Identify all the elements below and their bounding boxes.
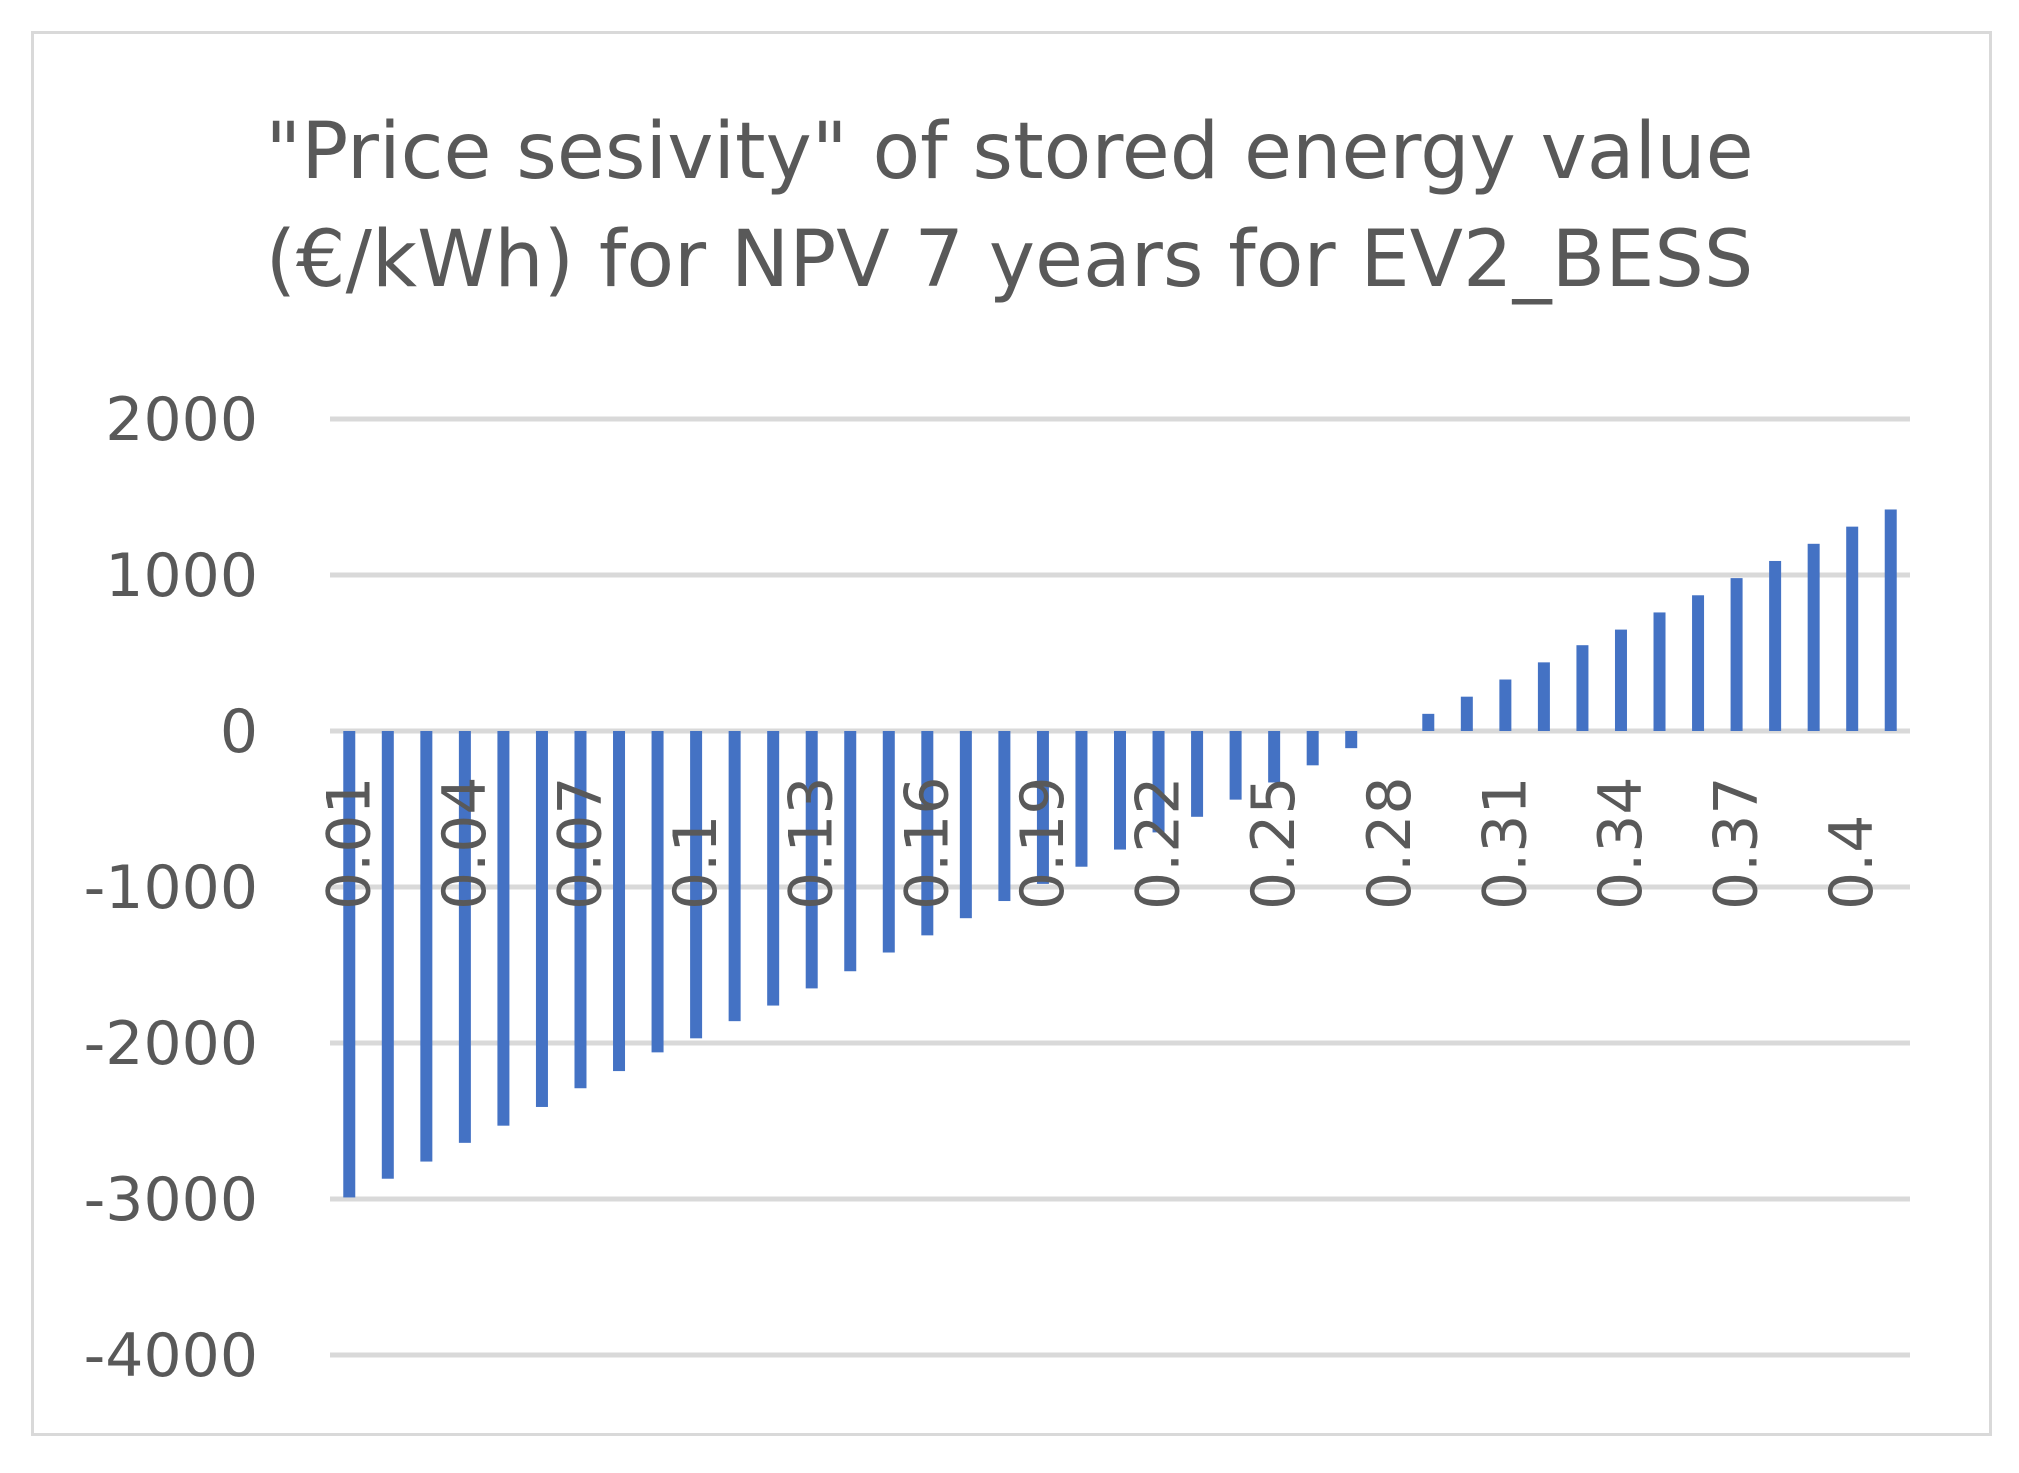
bar-0.27 [1345, 731, 1358, 749]
bar-0.2 [1075, 731, 1088, 867]
x-tick-label: 0.22 [1124, 776, 1194, 910]
bar-0.04 [458, 731, 471, 1143]
x-tick-label: 0.31 [1470, 776, 1540, 910]
bar-0.05 [497, 731, 510, 1126]
bar-0.32 [1537, 662, 1550, 731]
bar-0.03 [420, 731, 433, 1162]
bar-0.08 [613, 731, 626, 1072]
bar-0.29 [1422, 713, 1435, 731]
x-tick-label: 0.37 [1702, 776, 1772, 910]
x-tick-label: 0.4 [1817, 815, 1887, 910]
bar-0.21 [1114, 731, 1126, 850]
bar-0.24 [1229, 731, 1242, 800]
bar-0.14 [844, 731, 857, 972]
y-tick-label: -4000 [84, 1321, 258, 1391]
chart-title-line-2: (€/kWh) for NPV 7 years for EV2_BESS [265, 215, 1754, 305]
bar-0.12 [767, 731, 780, 1006]
bar-0.1 [690, 731, 703, 1039]
x-tick-label: 0.16 [892, 776, 962, 910]
bar-0.4 [1846, 526, 1859, 731]
bar-0.36 [1692, 595, 1705, 731]
bar-0.13 [805, 731, 818, 989]
y-tick-label: 0 [220, 697, 258, 767]
x-tick-label: 0.25 [1239, 776, 1309, 910]
bar-0.39 [1807, 543, 1820, 731]
y-axis: 2000 1000 0 -1000 -2000 -3000 -4000 [84, 385, 258, 1391]
bar-0.26 [1306, 731, 1319, 766]
bar-0.37 [1730, 578, 1743, 731]
y-tick-label: -2000 [84, 1009, 258, 1079]
x-tick-label: 0.07 [545, 776, 615, 910]
bar-0.01 [343, 731, 356, 1198]
bar-0.07 [574, 731, 587, 1089]
bar-0.31 [1499, 679, 1512, 731]
y-tick-label: -1000 [84, 853, 258, 923]
y-tick-label: -3000 [84, 1165, 258, 1235]
bar-0.25 [1268, 731, 1281, 783]
bar-0.17 [959, 731, 972, 919]
x-tick-label: 0.19 [1008, 776, 1078, 910]
y-tick-label: 2000 [105, 385, 258, 455]
bar-0.3 [1460, 696, 1473, 731]
bar-0.38 [1769, 560, 1782, 731]
bar-0.23 [1191, 731, 1204, 817]
bar-0.22 [1152, 731, 1165, 833]
x-tick-label: 0.1 [661, 815, 731, 910]
x-tick-label: 0.01 [314, 776, 384, 910]
y-tick-label: 1000 [105, 541, 258, 611]
chart-title: "Price sesivity" of stored energy value … [0, 98, 2019, 314]
bar-0.02 [381, 731, 394, 1179]
x-tick-label: 0.34 [1586, 776, 1656, 910]
x-tick-label: 0.13 [777, 776, 847, 910]
bar-0.34 [1614, 629, 1627, 731]
bar-0.18 [998, 731, 1011, 902]
bar-0.16 [921, 731, 934, 936]
bar-0.41 [1884, 509, 1897, 731]
bar-series [343, 509, 1897, 1198]
x-axis: 0.01 0.04 0.07 0.1 0.13 0.16 0.19 0.22 0.25 0.28 0… [314, 776, 1887, 910]
bar-0.35 [1653, 612, 1666, 731]
bar-0.06 [535, 731, 548, 1107]
bar-0.15 [882, 731, 895, 953]
bar-0.33 [1576, 645, 1589, 731]
x-tick-label: 0.04 [430, 776, 500, 910]
bar-0.09 [651, 731, 664, 1053]
chart-title-line-1: "Price sesivity" of stored energy value [265, 107, 1754, 197]
bar-0.11 [728, 731, 741, 1022]
x-tick-label: 0.28 [1355, 776, 1425, 910]
bar-0.19 [1036, 731, 1049, 884]
